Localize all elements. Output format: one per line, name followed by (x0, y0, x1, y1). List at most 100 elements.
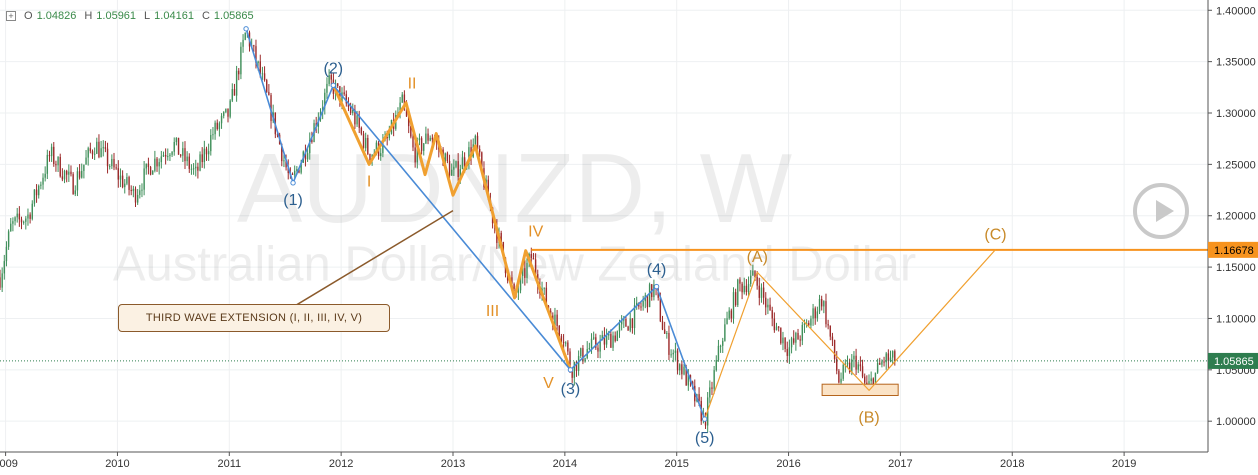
candle-body (93, 153, 96, 155)
candle-body (575, 361, 578, 371)
candle-body (580, 348, 582, 357)
time-tick-label: 2012 (329, 458, 353, 470)
candle-body (3, 261, 6, 274)
candle-body (674, 350, 677, 353)
candle-body (182, 148, 184, 156)
play-icon[interactable] (1133, 183, 1189, 239)
wave-label-blue: (3) (561, 381, 581, 398)
candle-body (446, 153, 449, 161)
candle-body (599, 340, 601, 352)
candle-body (231, 89, 234, 101)
candle-body (646, 295, 649, 308)
candle-body (784, 337, 786, 350)
candle-body (42, 177, 44, 185)
price-tick-label: 1.35000 (1216, 57, 1256, 69)
candle-body (167, 156, 169, 158)
time-tick-label: 2015 (664, 458, 688, 470)
candle-body (601, 335, 603, 341)
candle-body (608, 333, 610, 336)
wave-label-orange: II (408, 76, 417, 93)
candle-body (481, 152, 483, 169)
time-tick-label: 2017 (888, 458, 912, 470)
candle-body (356, 115, 358, 125)
candle-body (741, 283, 743, 293)
candle-body (810, 318, 812, 326)
candle-body (63, 170, 66, 180)
candle-body (188, 156, 190, 169)
candle-body (257, 61, 259, 64)
candle-body (659, 297, 662, 322)
candle-body (859, 364, 862, 367)
candle-body (799, 339, 801, 341)
candle-body (326, 83, 328, 93)
candle-body (27, 214, 29, 219)
candle-body (141, 189, 143, 191)
wave-extension-callout[interactable]: THIRD WAVE EXTENSION (I, II, III, IV, V) (118, 304, 390, 332)
expand-icon[interactable]: + (6, 11, 16, 21)
candle-body (666, 332, 668, 334)
candle-body (136, 194, 139, 203)
candle-body (801, 324, 804, 341)
candle-body (177, 137, 180, 155)
price-tick-label: 1.15000 (1216, 262, 1256, 274)
candle-body (629, 318, 631, 331)
candle-body (89, 148, 92, 152)
candle-body (685, 366, 687, 386)
candle-body (300, 162, 302, 173)
candle-body (100, 148, 102, 158)
candle-body (825, 301, 827, 325)
low-label: L (144, 10, 151, 22)
candle-body (7, 231, 10, 247)
candle-body (457, 161, 459, 178)
candle-body (732, 292, 735, 319)
candle-body (597, 347, 599, 352)
candle-body (818, 299, 821, 312)
candle-body (311, 139, 313, 142)
candle-body (220, 115, 223, 124)
candle-body (851, 359, 853, 372)
wave-label-orange: III (486, 303, 499, 320)
candle-body (478, 148, 481, 153)
candle-body (420, 138, 423, 151)
candle-body (737, 279, 739, 306)
candle-body (861, 366, 864, 377)
candle-body (423, 143, 425, 151)
candle-body (306, 153, 309, 160)
candle-body (268, 91, 270, 96)
candle-body (16, 213, 18, 218)
candle-body (240, 46, 242, 75)
candle-body (681, 364, 683, 375)
candle-body (242, 39, 244, 47)
candle-body (337, 83, 339, 87)
candle-body (524, 268, 526, 278)
candle-body (842, 364, 844, 379)
candle-body (74, 190, 76, 195)
candle-body (20, 219, 23, 223)
candle-body (827, 324, 829, 326)
candle-body (197, 166, 199, 171)
candle-body (734, 292, 737, 306)
candle-body (76, 171, 79, 191)
candle-body (612, 335, 614, 348)
candle-body (554, 314, 556, 327)
candle-body (812, 308, 814, 319)
candle-body (567, 342, 569, 352)
candle-body (225, 108, 227, 113)
candle-body (10, 223, 12, 232)
candle-body (728, 310, 730, 319)
candle-body (106, 148, 109, 167)
open-value: 1.04826 (36, 10, 77, 22)
candle-body (154, 158, 156, 171)
candle-body (233, 89, 236, 96)
candle-body (461, 157, 464, 170)
candle-body (1, 273, 3, 288)
candle-body (115, 167, 117, 169)
wave-label-orange: V (543, 375, 554, 392)
candle-body (78, 171, 81, 178)
candle-body (152, 170, 154, 175)
candle-body (33, 189, 36, 204)
candle-body (739, 279, 741, 284)
time-tick-label: 2011 (217, 458, 241, 470)
